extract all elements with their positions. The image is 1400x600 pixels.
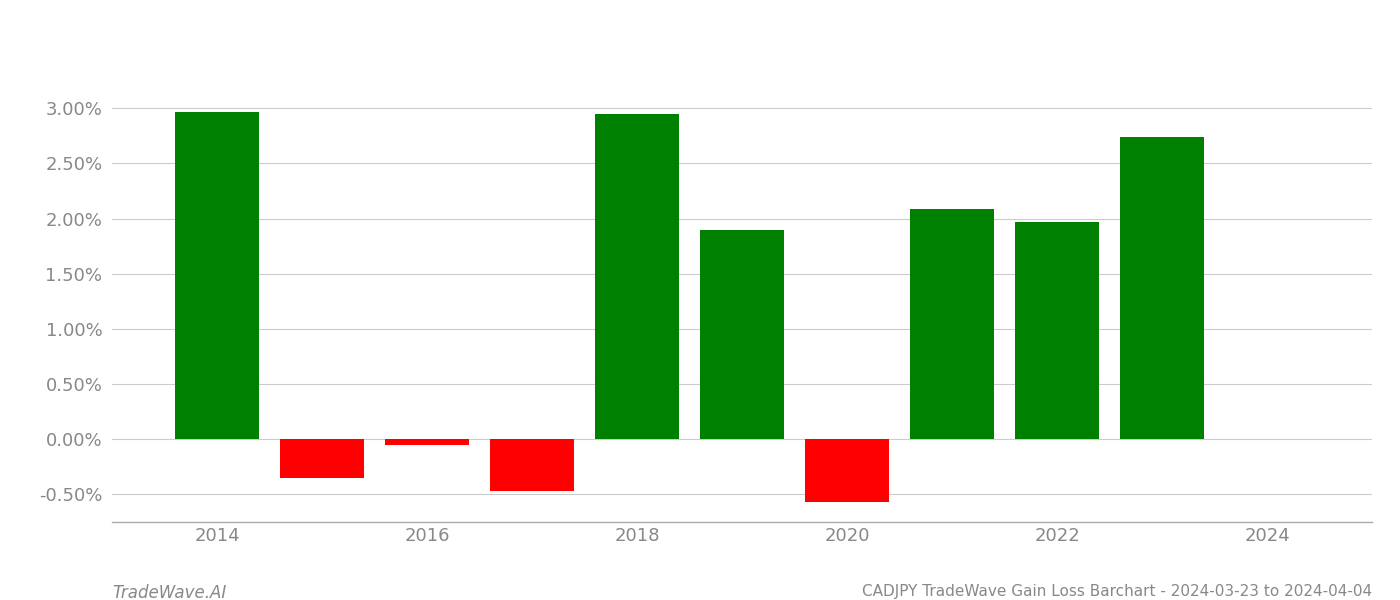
Bar bbox=[280, 439, 364, 478]
Text: CADJPY TradeWave Gain Loss Barchart - 2024-03-23 to 2024-04-04: CADJPY TradeWave Gain Loss Barchart - 20… bbox=[862, 584, 1372, 599]
Bar bbox=[490, 439, 574, 491]
Bar bbox=[910, 209, 994, 439]
Bar bbox=[175, 112, 259, 439]
Text: TradeWave.AI: TradeWave.AI bbox=[112, 584, 227, 600]
Bar bbox=[700, 230, 784, 439]
Bar bbox=[595, 114, 679, 439]
Bar bbox=[1120, 137, 1204, 439]
Bar bbox=[385, 439, 469, 445]
Bar bbox=[805, 439, 889, 502]
Bar bbox=[1015, 222, 1099, 439]
